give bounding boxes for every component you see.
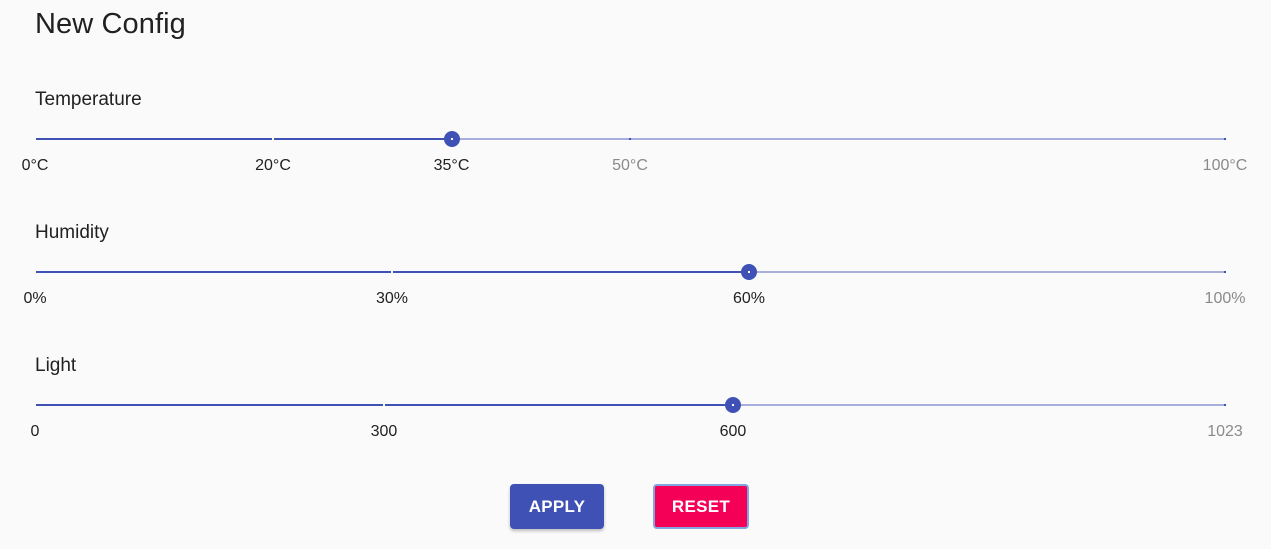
- slider-mark: [748, 271, 750, 273]
- slider-mark-label: 100°C: [1202, 157, 1248, 174]
- slider-mark: [1224, 138, 1226, 140]
- slider-mark: [382, 404, 385, 406]
- slider-mark-label: 0°C: [21, 157, 49, 174]
- slider-mark-label: 35°C: [433, 157, 470, 174]
- temperature-slider[interactable]: 0°C 20°C 35°C 50°C 100°C: [22, 129, 1247, 174]
- reset-button[interactable]: RESET: [653, 484, 749, 529]
- slider-track: [35, 138, 452, 140]
- slider-mark: [391, 271, 393, 273]
- slider-mark: [731, 404, 734, 406]
- slider-mark-label: 0%: [23, 290, 47, 307]
- light-label: Light: [35, 355, 77, 376]
- slider-mark: [1224, 404, 1226, 406]
- slider-mark: [34, 138, 36, 140]
- slider-mark-label: 1023: [1207, 423, 1243, 440]
- slider-mark-label: 600: [719, 423, 747, 440]
- slider-mark: [272, 138, 274, 140]
- page-title: New Config: [35, 8, 186, 40]
- slider-mark-label: 100%: [1204, 290, 1246, 307]
- slider-mark-label: 60%: [732, 290, 766, 307]
- slider-mark-label: 20°C: [255, 157, 291, 174]
- slider-mark-label: 30%: [375, 290, 409, 307]
- slider-mark: [34, 404, 36, 406]
- slider-mark: [629, 138, 631, 140]
- apply-button[interactable]: APPLY: [510, 484, 604, 529]
- humidity-slider[interactable]: 0% 30% 60% 100%: [23, 262, 1245, 307]
- slider-mark: [450, 138, 453, 140]
- light-slider[interactable]: 0 300 600 1023: [31, 395, 1243, 440]
- temperature-label: Temperature: [35, 89, 142, 110]
- slider-mark: [34, 271, 36, 273]
- slider-mark-label: 50°C: [612, 157, 648, 174]
- humidity-label: Humidity: [35, 222, 109, 243]
- slider-mark-label: 300: [370, 423, 398, 440]
- slider-mark-label: 0: [30, 423, 40, 440]
- slider-mark: [1224, 271, 1226, 273]
